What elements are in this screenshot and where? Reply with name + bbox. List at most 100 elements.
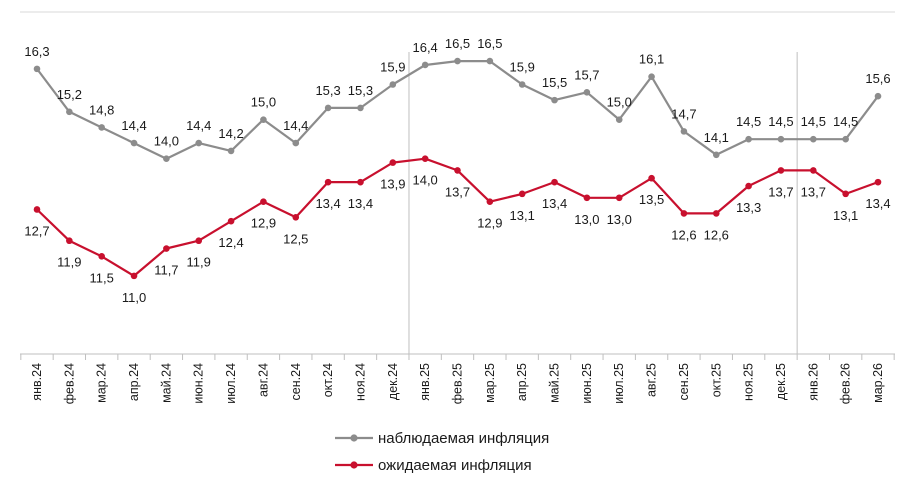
data-point (745, 135, 752, 143)
data-label: 12,6 (704, 227, 729, 242)
data-label: 15,5 (542, 75, 567, 90)
data-point (583, 89, 591, 96)
x-tick-label: сен.25 (677, 363, 691, 401)
year-separators (408, 52, 798, 354)
x-tick-label: июл.24 (224, 363, 238, 404)
data-point (357, 178, 364, 186)
x-tick-label: сен.24 (289, 363, 303, 401)
data-label: 12,5 (283, 231, 308, 246)
series-layer: 16,3 15,2 14,8 14,4 14,0 14,4 14,2 15,0 14,4 15,3… (24, 36, 890, 305)
data-point (615, 116, 623, 123)
data-point (260, 198, 267, 205)
legend: наблюдаемая инфляция ожидаемая инфляция (335, 430, 549, 474)
data-label: 13,0 (574, 212, 599, 227)
data-label: 13,4 (865, 196, 890, 211)
x-axis-ticks: янв.24 фев.24 мар.24 апр.24 май.24 июн.24 июл.… (20, 354, 895, 404)
data-label: 16,4 (412, 40, 437, 55)
data-point (842, 190, 849, 198)
x-tick-label: авг.25 (645, 363, 659, 397)
data-point (421, 155, 429, 163)
x-tick-label: янв.26 (806, 363, 820, 401)
data-label: 15,7 (574, 67, 599, 82)
data-label: 14,7 (671, 106, 696, 121)
data-label: 13,0 (607, 212, 632, 227)
legend-label: наблюдаемая инфляция (378, 430, 549, 447)
data-point (163, 245, 170, 252)
data-label: 14,4 (283, 118, 308, 133)
data-label: 12,7 (24, 223, 49, 238)
data-label: 14,0 (412, 173, 437, 188)
data-point (130, 272, 138, 280)
x-tick-label: ноя.24 (353, 363, 367, 401)
data-label: 13,1 (833, 208, 858, 223)
x-tick-label: июн.24 (192, 363, 206, 404)
data-point (777, 167, 785, 174)
data-label: 13,1 (510, 208, 535, 223)
x-tick-label: мар.25 (483, 363, 497, 403)
data-point (98, 253, 105, 260)
data-label: 13,4 (542, 196, 567, 211)
data-point (324, 178, 332, 186)
data-label: 13,7 (445, 184, 470, 199)
data-label: 13,7 (768, 184, 793, 199)
data-label: 11,5 (90, 270, 114, 285)
data-point (486, 198, 494, 205)
data-point (680, 210, 688, 217)
data-label: 15,3 (348, 83, 373, 98)
data-label: 12,9 (477, 216, 502, 231)
data-point (389, 159, 397, 166)
data-label: 16,3 (24, 44, 49, 59)
data-point (680, 128, 688, 135)
data-point (712, 210, 720, 217)
data-point (842, 135, 849, 143)
data-label: 13,3 (736, 200, 761, 215)
data-point (551, 178, 558, 186)
data-point (292, 139, 300, 147)
data-point (292, 213, 300, 221)
data-point (33, 206, 41, 213)
data-label: 12,6 (671, 227, 696, 242)
data-point (227, 147, 235, 155)
x-tick-label: янв.24 (30, 363, 44, 401)
x-tick-label: дек.25 (774, 363, 788, 400)
legend-swatch-marker (350, 434, 358, 442)
data-point (98, 124, 105, 131)
data-point (454, 167, 461, 174)
data-point (551, 96, 558, 104)
data-point (130, 139, 138, 147)
data-label: 13,9 (380, 177, 405, 192)
data-point (66, 237, 73, 245)
data-point (810, 135, 817, 143)
data-label: 14,0 (154, 134, 179, 149)
data-point (874, 92, 882, 100)
data-label: 11,9 (187, 255, 211, 270)
data-label: 16,1 (639, 52, 664, 67)
data-label: 14,5 (833, 114, 858, 129)
data-label: 14,4 (186, 118, 211, 133)
data-point (777, 135, 785, 143)
data-label: 14,8 (89, 102, 114, 117)
series-expected: 12,7 11,9 11,5 11,0 11,7 11,9 12,4 12,9 12,5 13,4… (24, 155, 891, 305)
data-point (874, 178, 882, 186)
data-label: 15,0 (607, 95, 632, 110)
data-label: 13,4 (315, 196, 340, 211)
data-label: 16,5 (477, 36, 502, 51)
x-tick-label: апр.24 (127, 363, 141, 401)
data-point (195, 237, 203, 245)
data-label: 13,4 (348, 196, 373, 211)
x-tick-label: фев.24 (62, 363, 76, 404)
data-label: 15,9 (380, 59, 405, 74)
data-point (648, 174, 655, 182)
data-point (389, 81, 397, 88)
x-tick-label: июл.25 (612, 363, 626, 404)
x-tick-label: дек.24 (386, 363, 400, 400)
data-point (712, 151, 720, 159)
data-label: 15,2 (57, 87, 82, 102)
data-point (615, 194, 623, 202)
data-point (260, 116, 267, 123)
data-label: 16,5 (445, 36, 470, 51)
data-point (810, 167, 817, 174)
legend-label: ожидаемая инфляция (378, 457, 532, 474)
x-tick-label: мар.24 (95, 363, 109, 403)
